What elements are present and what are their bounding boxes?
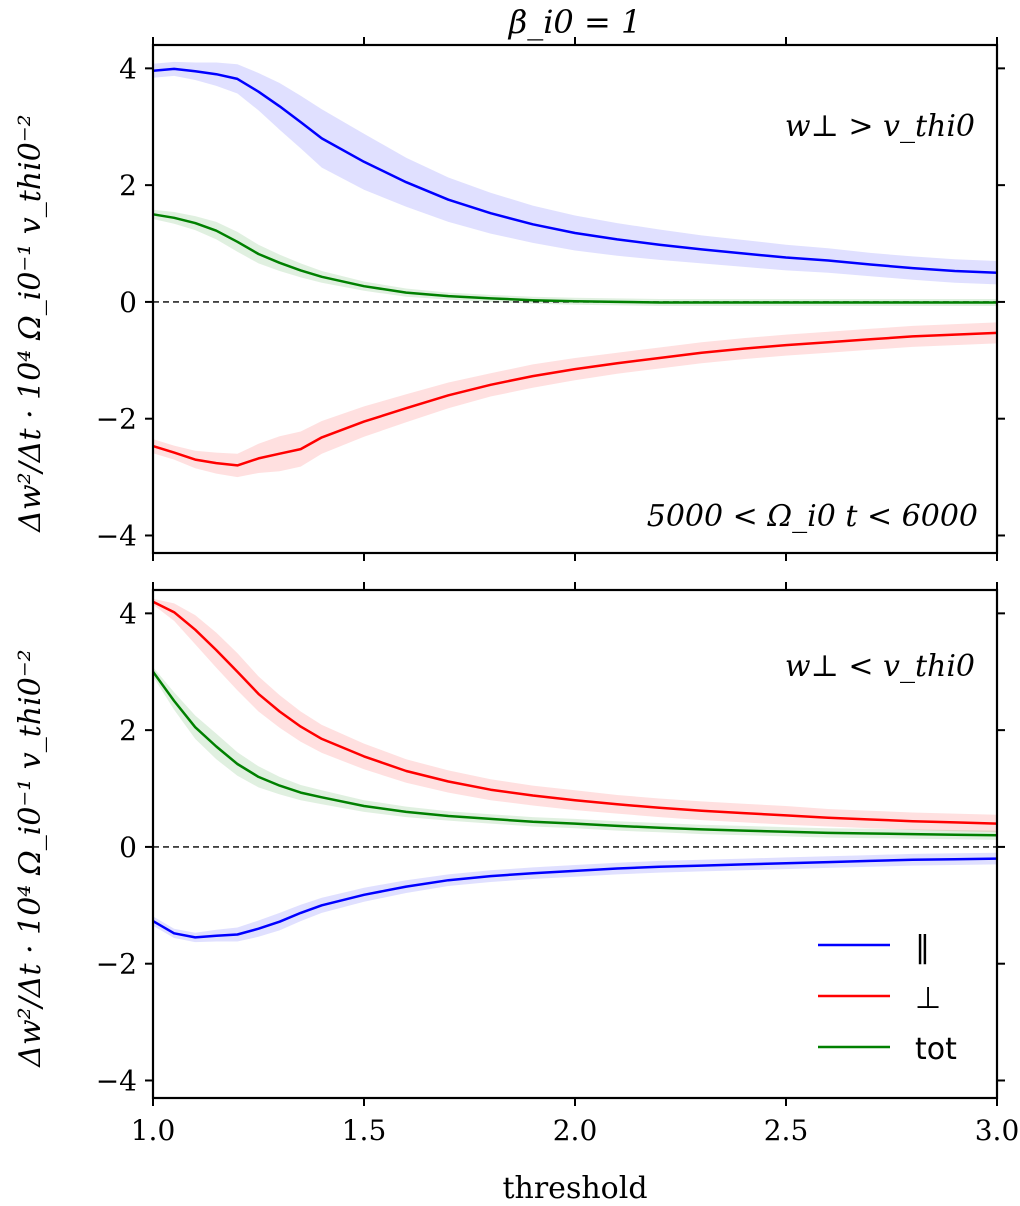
legend-label-total: tot xyxy=(915,1032,957,1067)
y-tick-label: 2 xyxy=(119,714,137,747)
y-tick-label: 4 xyxy=(119,597,137,630)
x-tick-label: 2.5 xyxy=(764,1114,809,1147)
series-line-parallel xyxy=(152,857,998,939)
band-parallel xyxy=(153,852,997,943)
x-tick-label: 1.0 xyxy=(131,1114,176,1147)
top-panel: 4 2 0 −2 −4 xyxy=(96,37,1005,561)
legend-label-perpendicular: ⊥ xyxy=(915,981,941,1016)
y-tick-label: 4 xyxy=(119,52,137,85)
y-tick-label: −4 xyxy=(96,1064,137,1097)
band-perpendicular xyxy=(153,598,997,833)
x-tick-label: 2.0 xyxy=(553,1114,598,1147)
legend: ‖ ⊥ tot xyxy=(818,930,957,1067)
y-tick-label: 0 xyxy=(119,286,137,319)
y-tick-label: −4 xyxy=(96,519,137,552)
series-line-parallel xyxy=(152,67,998,274)
x-axis-label: threshold xyxy=(502,1171,647,1206)
band-total xyxy=(153,209,997,306)
series-line-total xyxy=(152,213,997,304)
bottom-ylabel: Δw²/Δt · 10⁴ Ω_i0⁻¹ v_thi0⁻² xyxy=(13,649,48,1067)
y-tick-label: 2 xyxy=(119,169,137,202)
figure-title: β_i0 = 1 xyxy=(508,3,642,41)
legend-label-parallel: ‖ xyxy=(915,930,930,965)
y-tick-label: −2 xyxy=(96,403,137,436)
band-parallel xyxy=(153,61,997,285)
y-tick-label: −2 xyxy=(96,948,137,981)
series-line-perpendicular xyxy=(152,600,998,825)
top-ylabel: Δw²/Δt · 10⁴ Ω_i0⁻¹ v_thi0⁻² xyxy=(13,114,48,532)
y-tick-label: 0 xyxy=(119,831,137,864)
series-line-perpendicular xyxy=(152,331,998,467)
band-perpendicular xyxy=(153,322,997,478)
time-range-annotation: 5000 < Ω_i0 t < 6000 xyxy=(647,499,978,534)
x-tick-label: 3.0 xyxy=(975,1114,1020,1147)
top-annotation: w⊥ > v_thi0 xyxy=(785,109,975,144)
x-tick-label: 1.5 xyxy=(342,1114,387,1147)
bottom-annotation: w⊥ < v_thi0 xyxy=(785,649,975,684)
bottom-panel: 4 2 0 −2 −4 1.0 1.5 2.0 2.5 3.0 xyxy=(96,582,1020,1147)
series-line-total xyxy=(151,670,998,837)
